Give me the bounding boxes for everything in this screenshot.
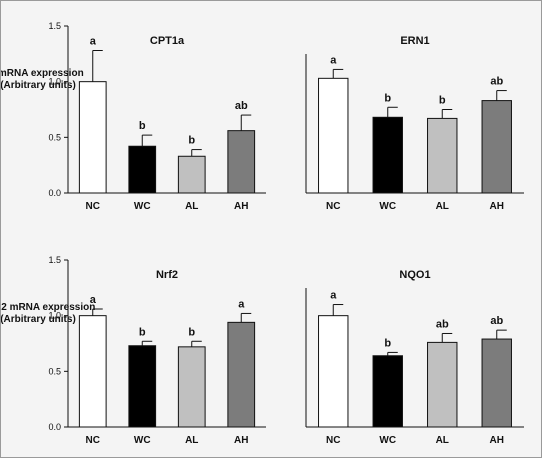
y-axis-label: cmRNA expression [1,68,84,79]
x-category-label: AL [185,435,198,446]
x-category-label: AL [185,201,198,212]
x-category-label: AH [490,201,504,212]
panel-title: NQO1 [399,269,430,281]
bar-ah [481,338,512,428]
bar-al [427,117,458,194]
significance-label: ab [436,318,449,330]
y-tick-label: 1.0 [48,311,61,321]
y-tick-label: 1.5 [48,21,61,31]
bar-al [427,341,458,428]
significance-label: ab [490,315,503,327]
significance-label: ab [490,76,503,88]
bar-wc [128,345,157,428]
x-category-label: AH [234,435,248,446]
y-tick-label: 1.0 [48,77,61,87]
y-axis-label: NRF2 mRNA expression [1,302,95,313]
significance-label: a [90,35,97,47]
bar-ah [227,321,256,428]
bar-nc [78,315,107,428]
bar-ah [227,130,256,194]
significance-label: b [384,337,391,349]
y-axis-label-units: (Arbitrary units) [1,80,76,91]
bar-ah [481,100,512,194]
x-category-label: AL [436,201,449,212]
x-category-label: NC [86,435,100,446]
significance-label: b [188,326,195,338]
x-category-label: WC [134,201,151,212]
x-category-label: WC [379,435,396,446]
x-category-label: AH [234,201,248,212]
significance-label: b [139,326,146,338]
bar-wc [128,145,157,194]
bar-wc [372,116,403,194]
panel-title: ERN1 [400,35,429,47]
bar-wc [372,355,403,428]
x-category-label: AL [436,435,449,446]
x-category-label: NC [86,201,100,212]
bar-nc [318,77,349,194]
significance-label: ab [235,100,248,112]
significance-label: b [139,120,146,132]
significance-label: b [188,135,195,147]
y-tick-label: 0.0 [48,188,61,198]
bar-al [177,346,206,428]
x-category-label: WC [134,435,151,446]
significance-label: a [238,298,245,310]
significance-label: a [90,294,97,306]
y-tick-label: 0.0 [48,422,61,432]
panel-title: CPT1a [150,35,185,47]
x-category-label: WC [379,201,396,212]
y-tick-label: 1.5 [48,255,61,265]
y-axis-label-units: (Arbitrary units) [1,314,76,325]
y-tick-label: 0.5 [48,366,61,376]
panel-title: Nrf2 [156,269,178,281]
bar-nc [318,315,349,428]
x-category-label: NC [326,435,340,446]
bar-nc [78,81,107,194]
significance-label: a [330,290,337,302]
significance-label: b [439,95,446,107]
x-category-label: NC [326,201,340,212]
significance-label: b [384,92,391,104]
significance-label: a [330,54,337,66]
y-tick-label: 0.5 [48,132,61,142]
bar-al [177,155,206,194]
x-category-label: AH [490,435,504,446]
